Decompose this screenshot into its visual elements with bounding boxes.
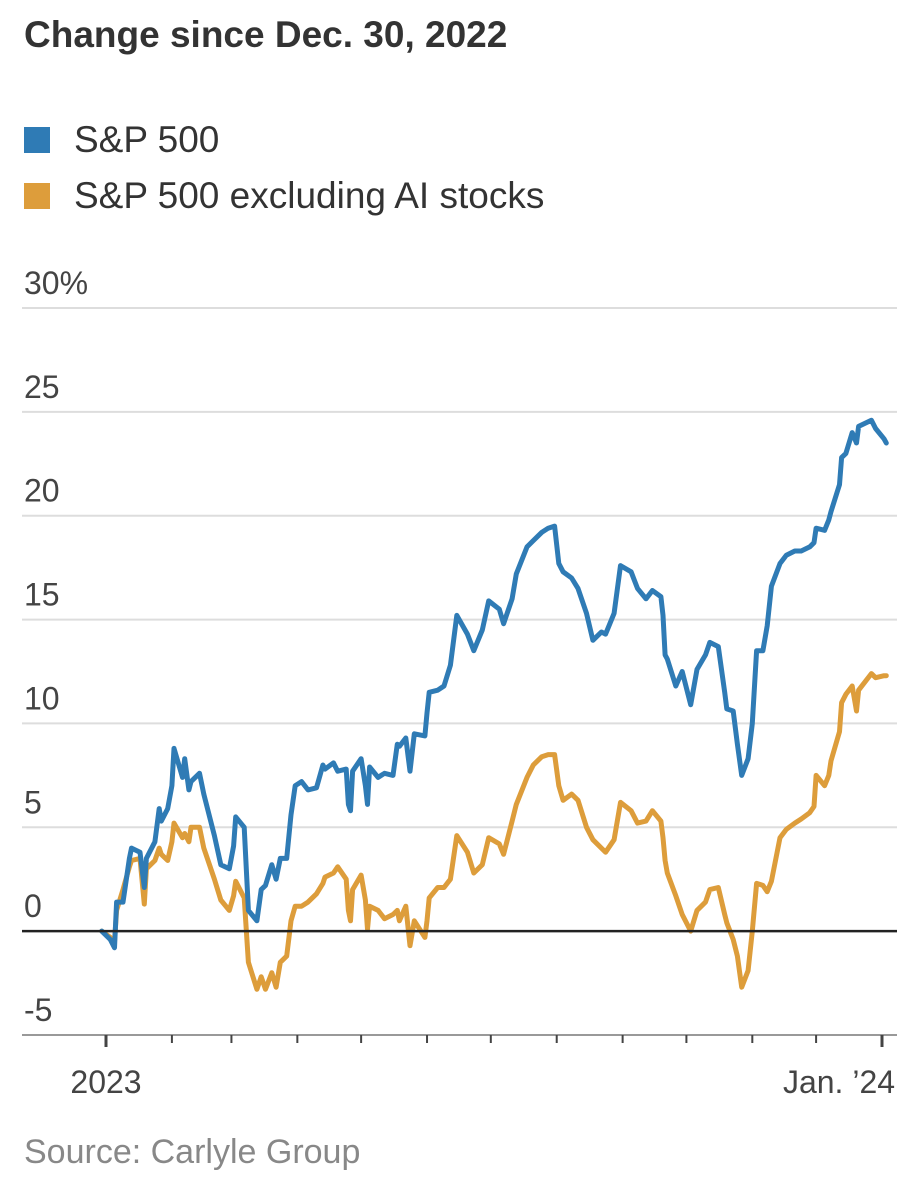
legend-label-sp500-ex-ai: S&P 500 excluding AI stocks <box>74 175 545 216</box>
legend-label-sp500: S&P 500 <box>74 119 220 160</box>
source-note: Source: Carlyle Group <box>24 1133 361 1171</box>
legend: S&P 500 S&P 500 excluding AI stocks <box>24 112 544 224</box>
x-tick-label: Jan. ’24 <box>783 1064 895 1100</box>
gridlines <box>22 307 897 1036</box>
legend-item-sp500-ex-ai: S&P 500 excluding AI stocks <box>24 168 544 224</box>
x-tick-label: 2023 <box>70 1064 141 1100</box>
y-tick-label: 5 <box>24 784 42 820</box>
y-tick-labels: -5 0 5 10 15 20 25 30% <box>24 265 88 1028</box>
y-tick-label: 10 <box>24 680 60 716</box>
y-tick-label: 0 <box>24 888 42 924</box>
y-tick-label: 15 <box>24 577 60 613</box>
legend-swatch-sp500-ex-ai <box>24 183 50 209</box>
y-tick-label: 20 <box>24 473 60 509</box>
legend-item-sp500: S&P 500 <box>24 112 544 168</box>
y-tick-label: 30% <box>24 265 88 301</box>
series-line <box>99 417 889 951</box>
chart-title: Change since Dec. 30, 2022 <box>24 14 508 55</box>
series-line <box>99 671 889 992</box>
x-axis: 2023 Jan. ’24 <box>22 1034 897 1100</box>
y-tick-label: 25 <box>24 369 60 405</box>
legend-swatch-sp500 <box>24 127 50 153</box>
series-lines <box>99 417 889 992</box>
y-tick-label: -5 <box>24 992 52 1028</box>
